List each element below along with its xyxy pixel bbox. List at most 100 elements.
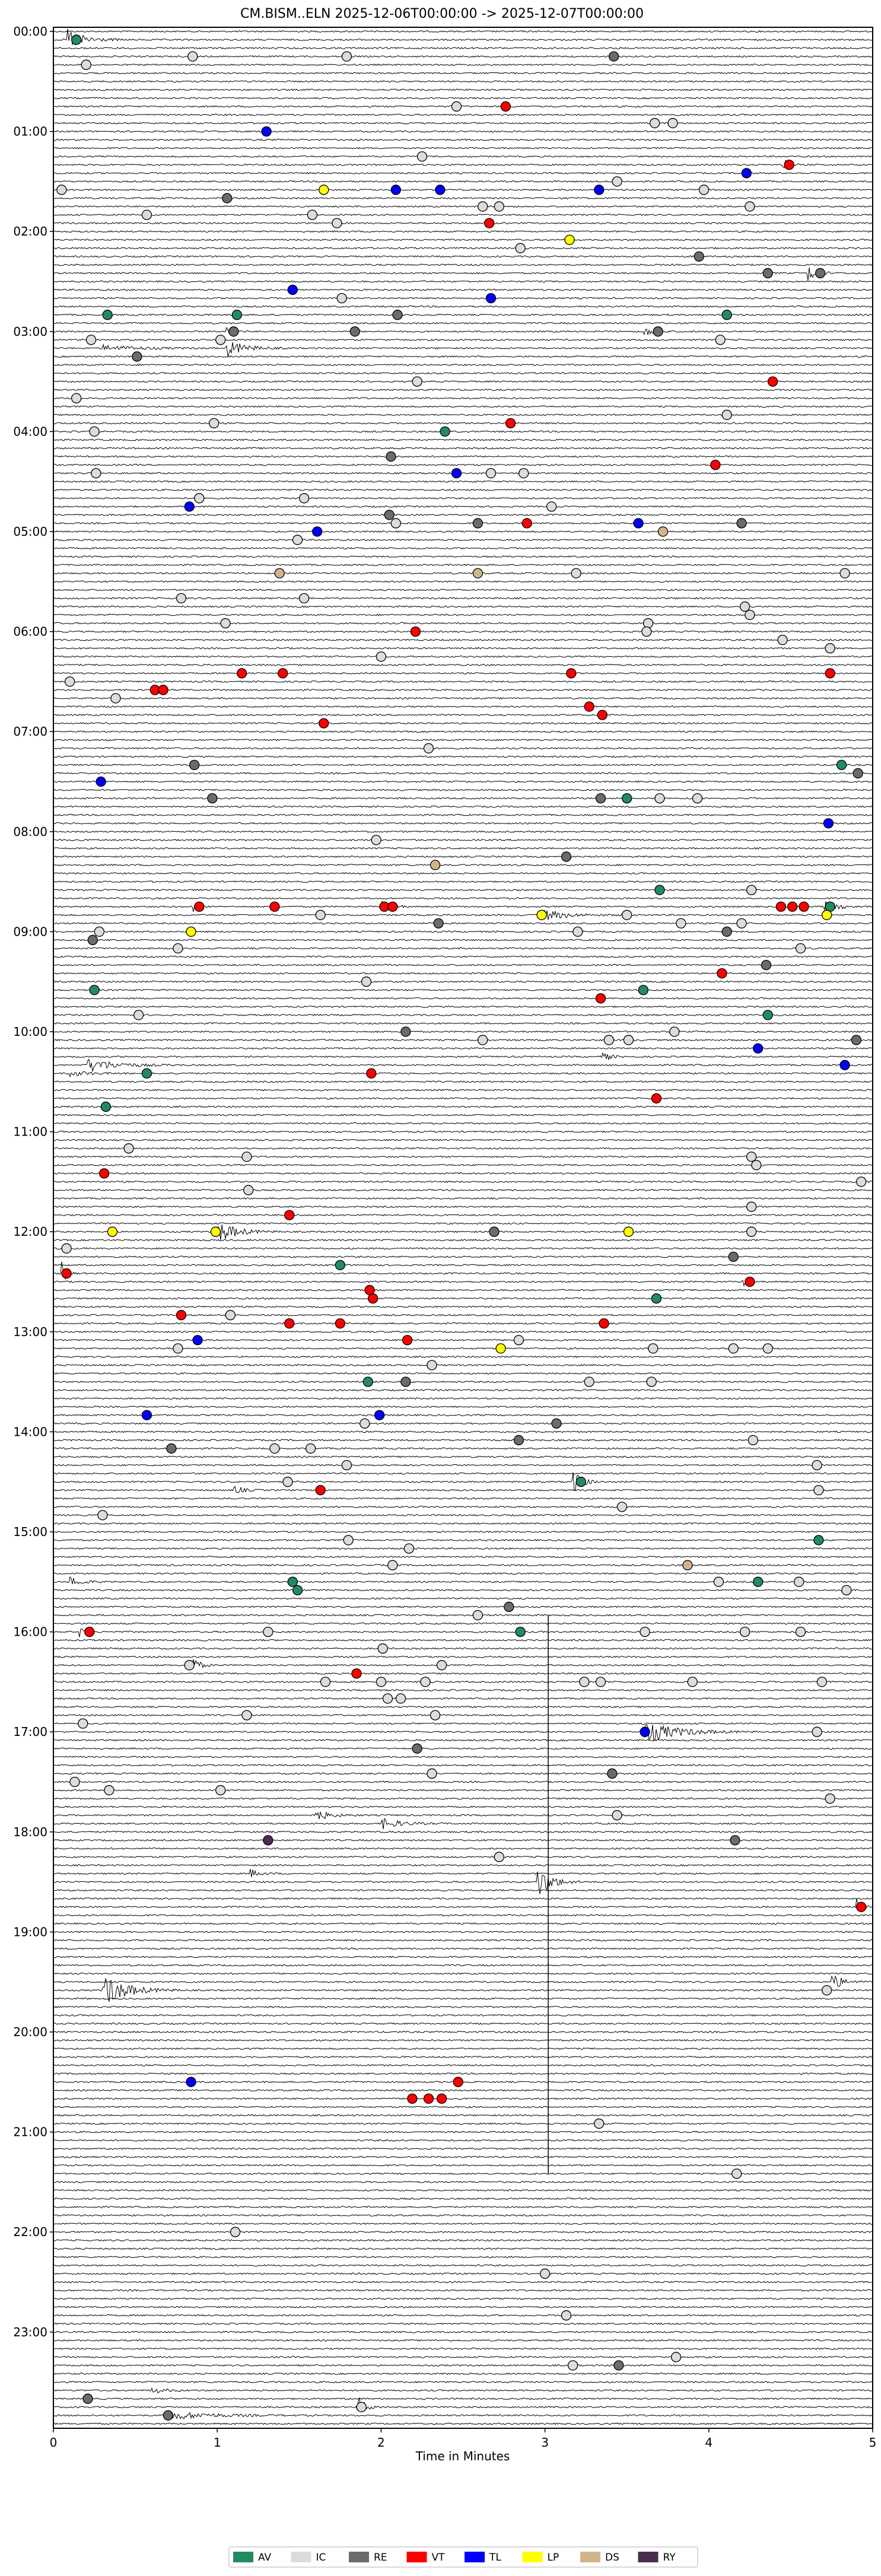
event-marker-tl (287, 284, 298, 295)
event-marker-vt (710, 459, 721, 470)
event-marker-re (400, 1376, 411, 1387)
trace-line (53, 72, 873, 75)
trace-line (53, 30, 873, 33)
event-marker-ic (667, 117, 678, 129)
event-marker-ic (451, 101, 462, 112)
trace-line (53, 672, 873, 675)
event-marker-ic (485, 468, 497, 479)
event-marker-re (82, 2393, 93, 2404)
trace-line (53, 122, 873, 125)
trace-line (53, 1455, 873, 1458)
event-marker-vt (98, 1168, 110, 1179)
event-marker-lp (536, 909, 547, 920)
event-marker-av (100, 1101, 112, 1112)
trace-line (53, 488, 873, 491)
trace-line (53, 922, 873, 925)
hour-label: 02:00 (13, 224, 47, 238)
trace-line (53, 2122, 873, 2125)
event-marker-ic (420, 1677, 431, 1687)
legend-swatch-vt (406, 2552, 427, 2562)
trace-line (53, 1022, 873, 1025)
trace-line (53, 597, 873, 600)
trace-line (53, 2206, 873, 2209)
trace-line (53, 222, 873, 225)
trace-line (53, 947, 873, 950)
trace-line (53, 1530, 873, 1534)
event-marker-lp (107, 1226, 118, 1237)
event-marker-ic (825, 1793, 835, 1804)
event-marker-ic (220, 618, 231, 629)
event-marker-tl (184, 501, 195, 512)
event-marker-vt (500, 101, 511, 112)
event-marker-ic (307, 209, 318, 220)
trace-line (53, 1897, 873, 1900)
trace-line (53, 1869, 873, 1878)
trace-line (53, 2422, 873, 2425)
event-marker-ic (676, 918, 686, 928)
trace-line (53, 2297, 873, 2300)
trace-line (53, 455, 873, 458)
trace-line (53, 901, 873, 912)
event-marker-ic (513, 1335, 524, 1346)
trace-line (53, 205, 873, 208)
event-marker-ic (341, 1459, 352, 1471)
event-marker-ic (777, 635, 788, 645)
event-marker-vt (775, 901, 786, 912)
trace-line (53, 1130, 873, 1133)
event-marker-ds (430, 860, 441, 870)
trace-line (53, 188, 873, 191)
event-marker-ic (822, 1985, 832, 1996)
trace-line (53, 1305, 873, 1308)
event-marker-ic (648, 1343, 659, 1354)
trace-line (53, 297, 873, 300)
hour-label: 20:00 (13, 2025, 47, 2039)
event-marker-ic (713, 1576, 724, 1587)
trace-line (53, 422, 873, 425)
event-marker-ds (682, 1560, 693, 1570)
event-marker-re (433, 918, 444, 928)
event-marker-tl (839, 1060, 850, 1070)
event-marker-ic (209, 418, 220, 428)
event-marker-vt (158, 685, 168, 695)
trace-line (53, 1464, 872, 1467)
trace-line (53, 2056, 873, 2059)
event-marker-ic (85, 335, 97, 345)
event-marker-av (575, 1477, 587, 1487)
event-marker-ic (436, 1660, 447, 1671)
event-marker-av (654, 885, 665, 895)
trace-line (53, 130, 873, 133)
trace-line (53, 180, 873, 183)
event-marker-ic (78, 1718, 88, 1729)
event-marker-tl (141, 1410, 152, 1420)
event-marker-ic (584, 1376, 594, 1387)
event-marker-vt (387, 901, 398, 912)
event-marker-ic (427, 1360, 437, 1370)
hour-label: 21:00 (13, 2125, 47, 2139)
trace-line (53, 1486, 873, 1493)
trace-line (53, 688, 873, 691)
trace-line (53, 1978, 873, 2002)
event-marker-ic (687, 1677, 698, 1687)
trace-line (53, 1255, 872, 1258)
trace-line (53, 447, 873, 450)
trace-line (53, 2387, 873, 2394)
trace-line (53, 288, 873, 291)
event-marker-ic (176, 593, 187, 604)
event-marker-vt (767, 376, 778, 387)
event-marker-vt (484, 218, 495, 228)
trace-line (53, 267, 873, 281)
trace-line (53, 605, 873, 608)
trace-line (53, 1556, 873, 1559)
event-marker-tl (435, 185, 446, 195)
trace-line (53, 1863, 873, 1867)
event-marker-ic (282, 1477, 293, 1487)
event-marker-tl (640, 1726, 650, 1737)
event-marker-ic (731, 2168, 742, 2179)
legend: AV IC RE VT TL LP DS RY (228, 2546, 698, 2568)
trace-line (53, 1422, 873, 1425)
event-marker-re (513, 1435, 524, 1446)
trace-line (53, 1320, 873, 1328)
trace-line (53, 1005, 873, 1008)
trace-line (53, 2180, 873, 2183)
event-marker-ic (728, 1343, 739, 1354)
